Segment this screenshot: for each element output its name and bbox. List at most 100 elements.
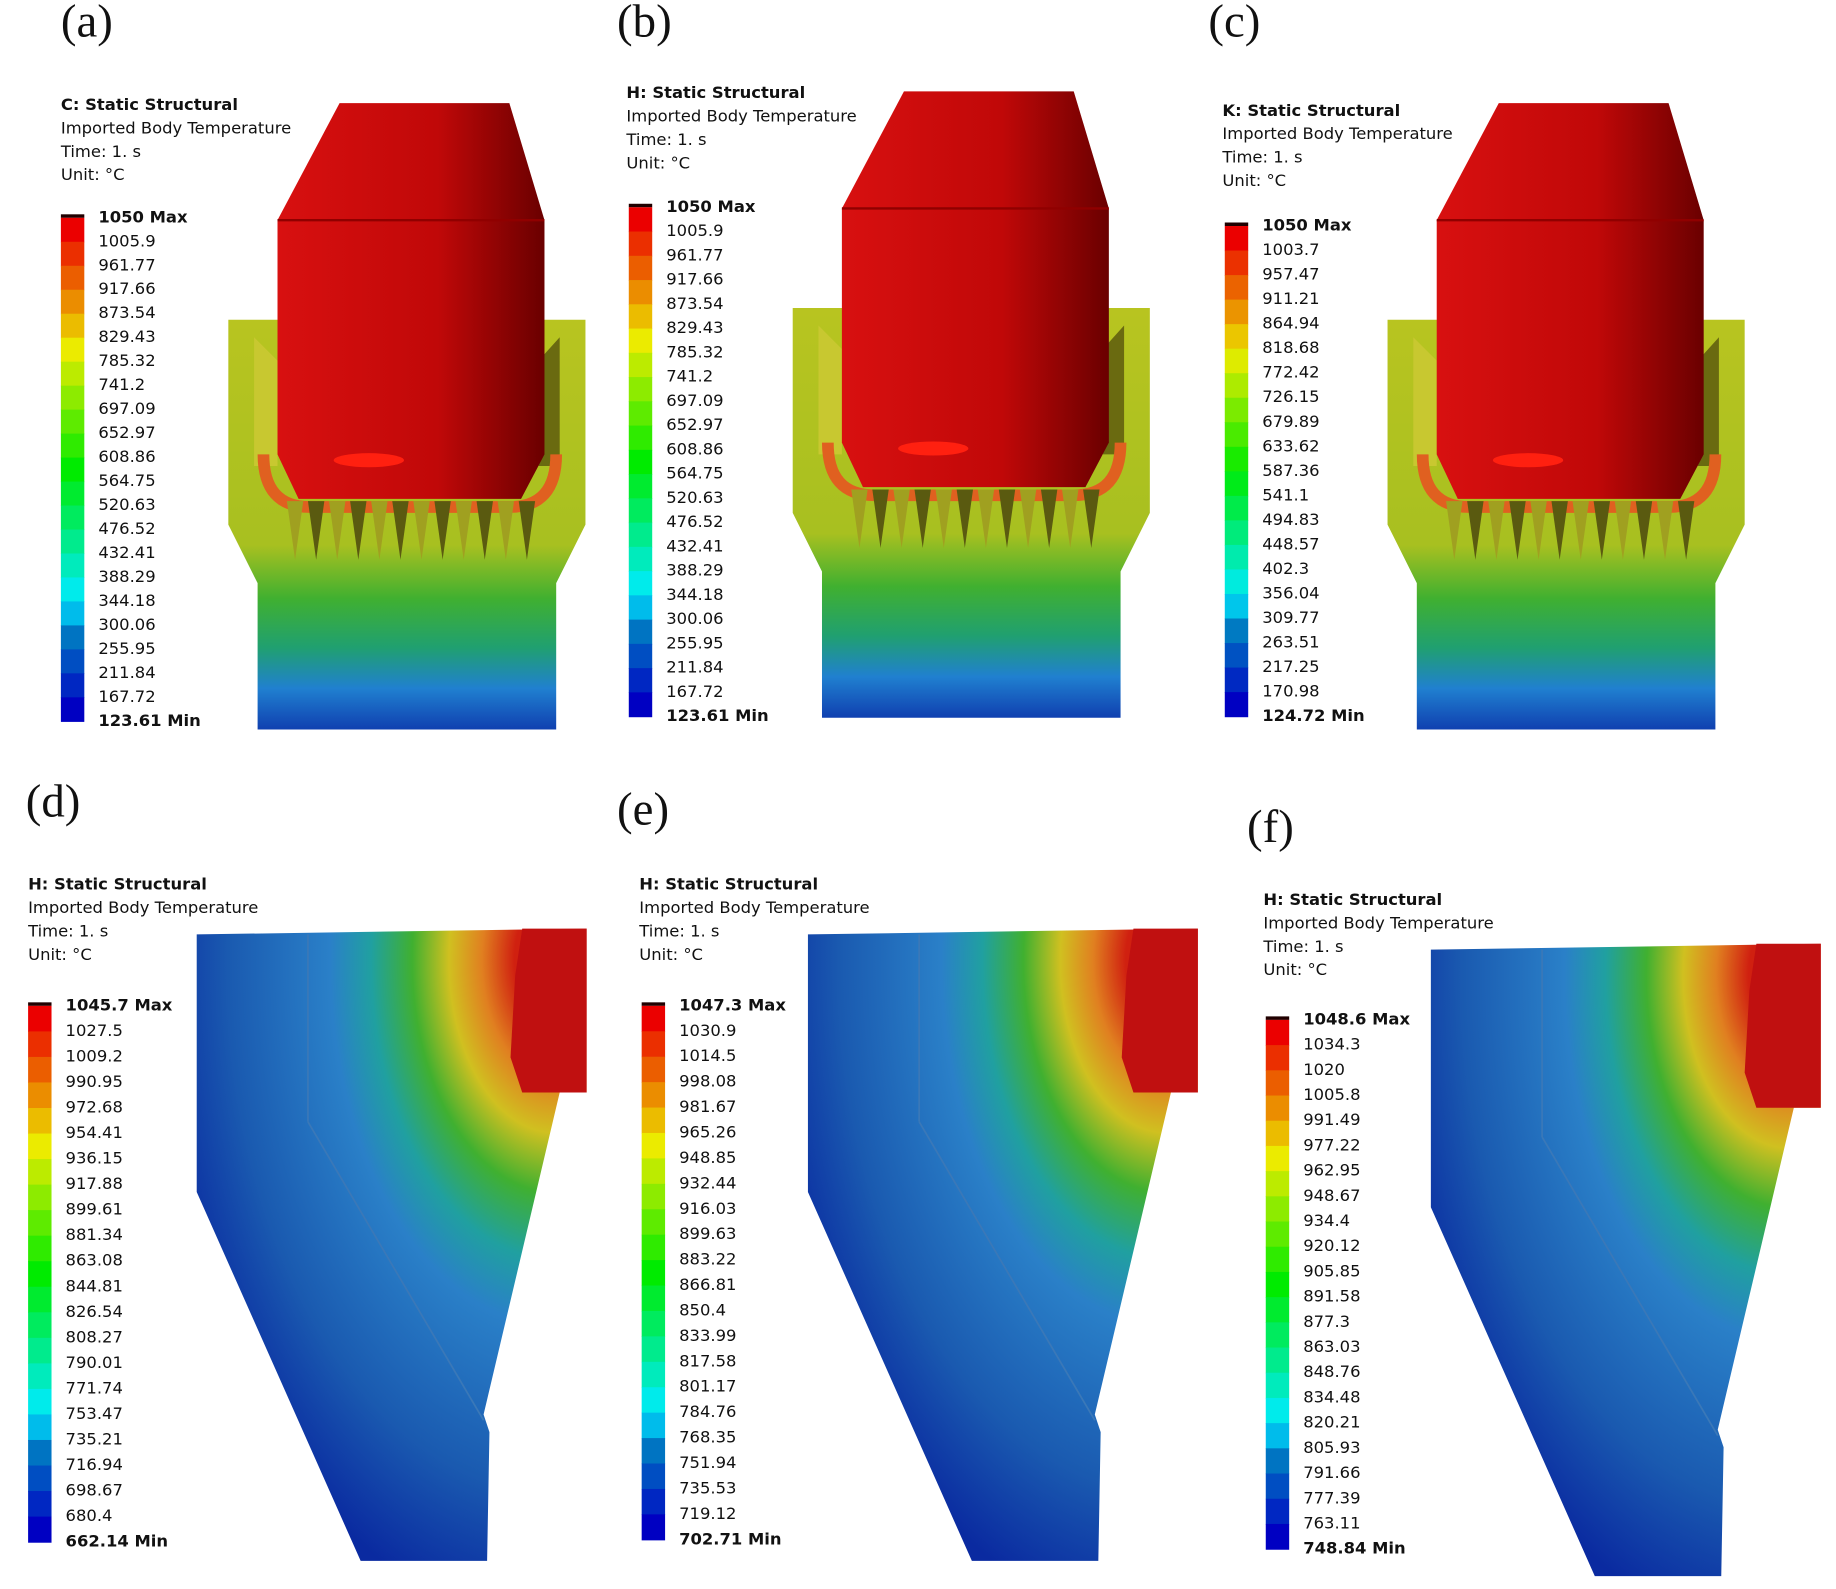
legend-band: [1224, 275, 1249, 301]
tooth: [1509, 501, 1526, 560]
header-line: H: Static Structural: [639, 875, 818, 894]
legend-label: 1005.9: [666, 221, 723, 240]
legend-label: 217.25: [1262, 657, 1319, 676]
header-line: H: Static Structural: [28, 875, 207, 894]
legend-band: [60, 577, 85, 603]
legend-band: [641, 1107, 666, 1134]
legend-label: 697.09: [666, 391, 723, 410]
legend-label: 961.77: [666, 245, 723, 264]
legend-band: [28, 1414, 52, 1441]
legend-band: [60, 601, 85, 626]
legend-label: 344.18: [666, 585, 723, 604]
legend-label: 817.58: [679, 1351, 736, 1370]
legend-band: [60, 265, 85, 291]
legend-label: 1005.9: [98, 231, 155, 250]
tooth: [413, 501, 430, 560]
legend-label: 1050 Max: [1262, 216, 1352, 235]
tooth: [1551, 501, 1568, 560]
side-slot: [818, 325, 842, 455]
legend-label: 829.43: [98, 327, 155, 346]
legend-label: 1020: [1303, 1060, 1345, 1079]
header-line: Unit: °C: [639, 945, 703, 964]
legend-band: [628, 498, 653, 524]
legend-band: [641, 1488, 666, 1515]
hot-block: [510, 928, 587, 1093]
nozzle-body: [841, 91, 1109, 488]
legend-band: [28, 1388, 52, 1416]
tooth: [1488, 501, 1505, 560]
hot-ring: [821, 442, 1127, 502]
legend-cap: [628, 203, 653, 208]
header-line: Time: 1. s: [638, 922, 719, 941]
legend-label: 905.85: [1303, 1261, 1360, 1280]
legend-band: [28, 1159, 52, 1186]
legend-band: [628, 328, 653, 354]
legend-label: 891.58: [1303, 1287, 1360, 1306]
tooth: [350, 501, 367, 560]
legend-label: 768.35: [679, 1428, 736, 1447]
section: [196, 928, 587, 1561]
legend-band: [1224, 226, 1249, 252]
legend-label: 587.36: [1262, 461, 1319, 480]
legend-band: [628, 207, 653, 233]
legend-label: 211.84: [98, 663, 155, 682]
legend-label: 255.95: [666, 633, 723, 652]
legend-band: [628, 474, 653, 499]
legend-label: 863.03: [1303, 1337, 1360, 1356]
legend-label: 520.63: [666, 488, 723, 507]
legend-band: [1224, 692, 1249, 718]
legend-label: 1050 Max: [666, 197, 756, 216]
tooth: [286, 501, 304, 560]
legend-label: 790.01: [66, 1353, 123, 1372]
legend-band: [28, 1184, 52, 1211]
legend-label: 877.3: [1303, 1312, 1350, 1331]
legend-label: 818.68: [1262, 338, 1319, 357]
tooth: [956, 489, 974, 549]
tooth: [998, 489, 1016, 549]
legend-band: [641, 1387, 666, 1414]
tooth: [1656, 501, 1674, 560]
side-slot: [1413, 337, 1437, 467]
legend-label: 961.77: [98, 255, 155, 274]
legend-label: 1003.7: [1262, 240, 1319, 259]
panel-label: (d): [26, 775, 81, 827]
legend-band: [60, 649, 85, 674]
legend-cap: [1224, 222, 1249, 227]
legend-label: 1027.5: [66, 1021, 123, 1040]
legend-band: [1265, 1070, 1290, 1097]
legend-band: [28, 1261, 52, 1288]
legend-band: [1265, 1473, 1290, 1500]
legend-label: 1030.9: [679, 1021, 736, 1040]
legend-label: 808.27: [66, 1327, 123, 1346]
legend-band: [1265, 1120, 1290, 1147]
legend-label: 344.18: [98, 591, 155, 610]
legend-band: [628, 280, 653, 305]
legend-label: 680.4: [66, 1506, 113, 1525]
legend-label: 167.72: [666, 682, 723, 701]
legend-label: 520.63: [98, 495, 155, 514]
legend-band: [1265, 1322, 1290, 1349]
legend-label: 965.26: [679, 1122, 736, 1141]
legend-band: [60, 241, 85, 267]
tooth: [1614, 501, 1632, 560]
legend-label: 881.34: [66, 1225, 123, 1244]
legend-band: [628, 619, 653, 645]
legend-label: 1009.2: [66, 1046, 123, 1065]
legend-label: 916.03: [679, 1199, 736, 1218]
legend-band: [1265, 1297, 1290, 1323]
legend-band: [641, 1082, 666, 1109]
legend-band: [1224, 397, 1249, 423]
tooth: [476, 501, 493, 560]
legend-label: 608.86: [666, 439, 723, 458]
panel-label: (c): [1208, 0, 1260, 48]
header-line: Unit: °C: [626, 153, 690, 172]
legend-label: 170.98: [1262, 682, 1319, 701]
legend-band: [1224, 471, 1249, 497]
legend-band: [1265, 1246, 1290, 1273]
legend-band: [1224, 373, 1249, 399]
legend-label: 948.67: [1303, 1186, 1360, 1205]
legend-band: [628, 304, 653, 330]
legend-band: [641, 1285, 666, 1312]
legend-band: [28, 1005, 52, 1032]
